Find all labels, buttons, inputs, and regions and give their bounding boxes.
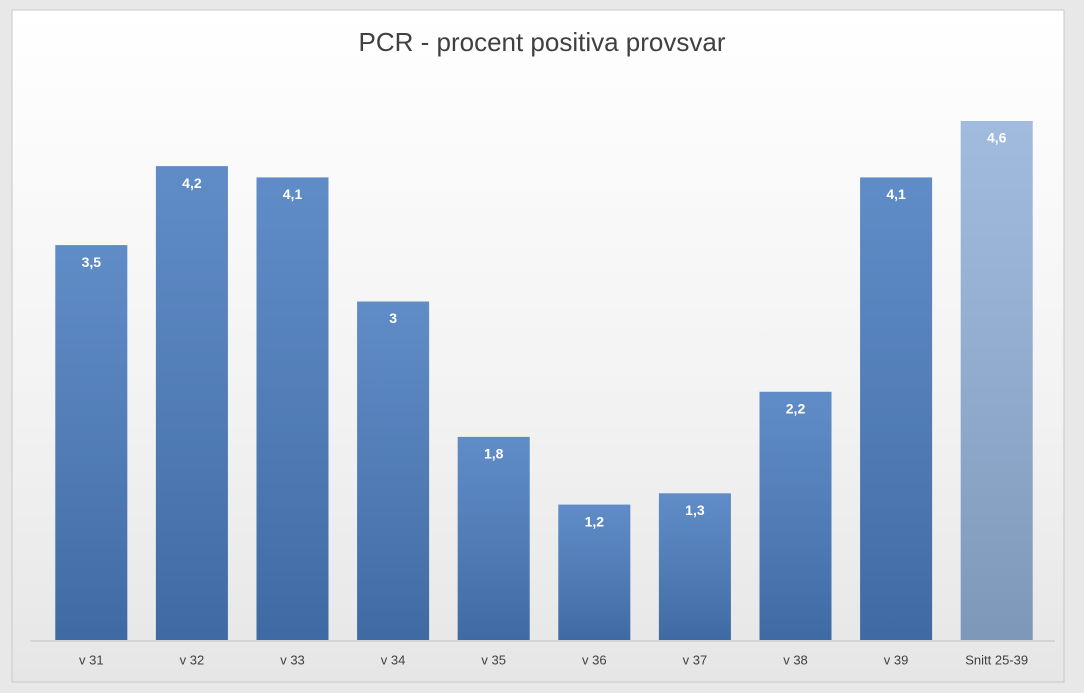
bar-shade [960,121,1033,640]
x-tick-label: v 31 [79,652,104,667]
x-tick-label: v 32 [180,652,205,667]
bar-shade [658,493,731,640]
value-label: 3,5 [82,254,102,270]
chart-title: PCR - procent positiva provsvar [358,27,725,57]
bar-shade [558,504,631,640]
bar-shade [55,245,128,640]
value-label: 3 [389,310,397,326]
bar-shade [457,436,530,640]
value-label: 4,1 [886,186,906,202]
x-tick-label: Snitt 25-39 [965,652,1028,667]
bar-shade [256,177,329,641]
x-tick-label: v 35 [481,652,506,667]
x-tick-label: v 38 [783,652,808,667]
bar-shade [860,177,933,641]
x-tick-label: v 36 [582,652,607,667]
x-tick-label: v 39 [884,652,909,667]
bar-shade [759,391,832,640]
value-label: 4,6 [987,130,1007,146]
x-tick-label: v 37 [683,652,708,667]
x-tick-label: v 34 [381,652,406,667]
bar-shade [357,301,430,640]
value-label: 1,8 [484,446,504,462]
bar-shade [155,166,228,640]
value-label: 4,2 [182,175,202,191]
value-label: 2,2 [786,400,806,416]
x-tick-label: v 33 [280,652,305,667]
value-label: 1,2 [585,513,605,529]
value-label: 1,3 [685,502,705,518]
value-label: 4,1 [283,186,303,202]
